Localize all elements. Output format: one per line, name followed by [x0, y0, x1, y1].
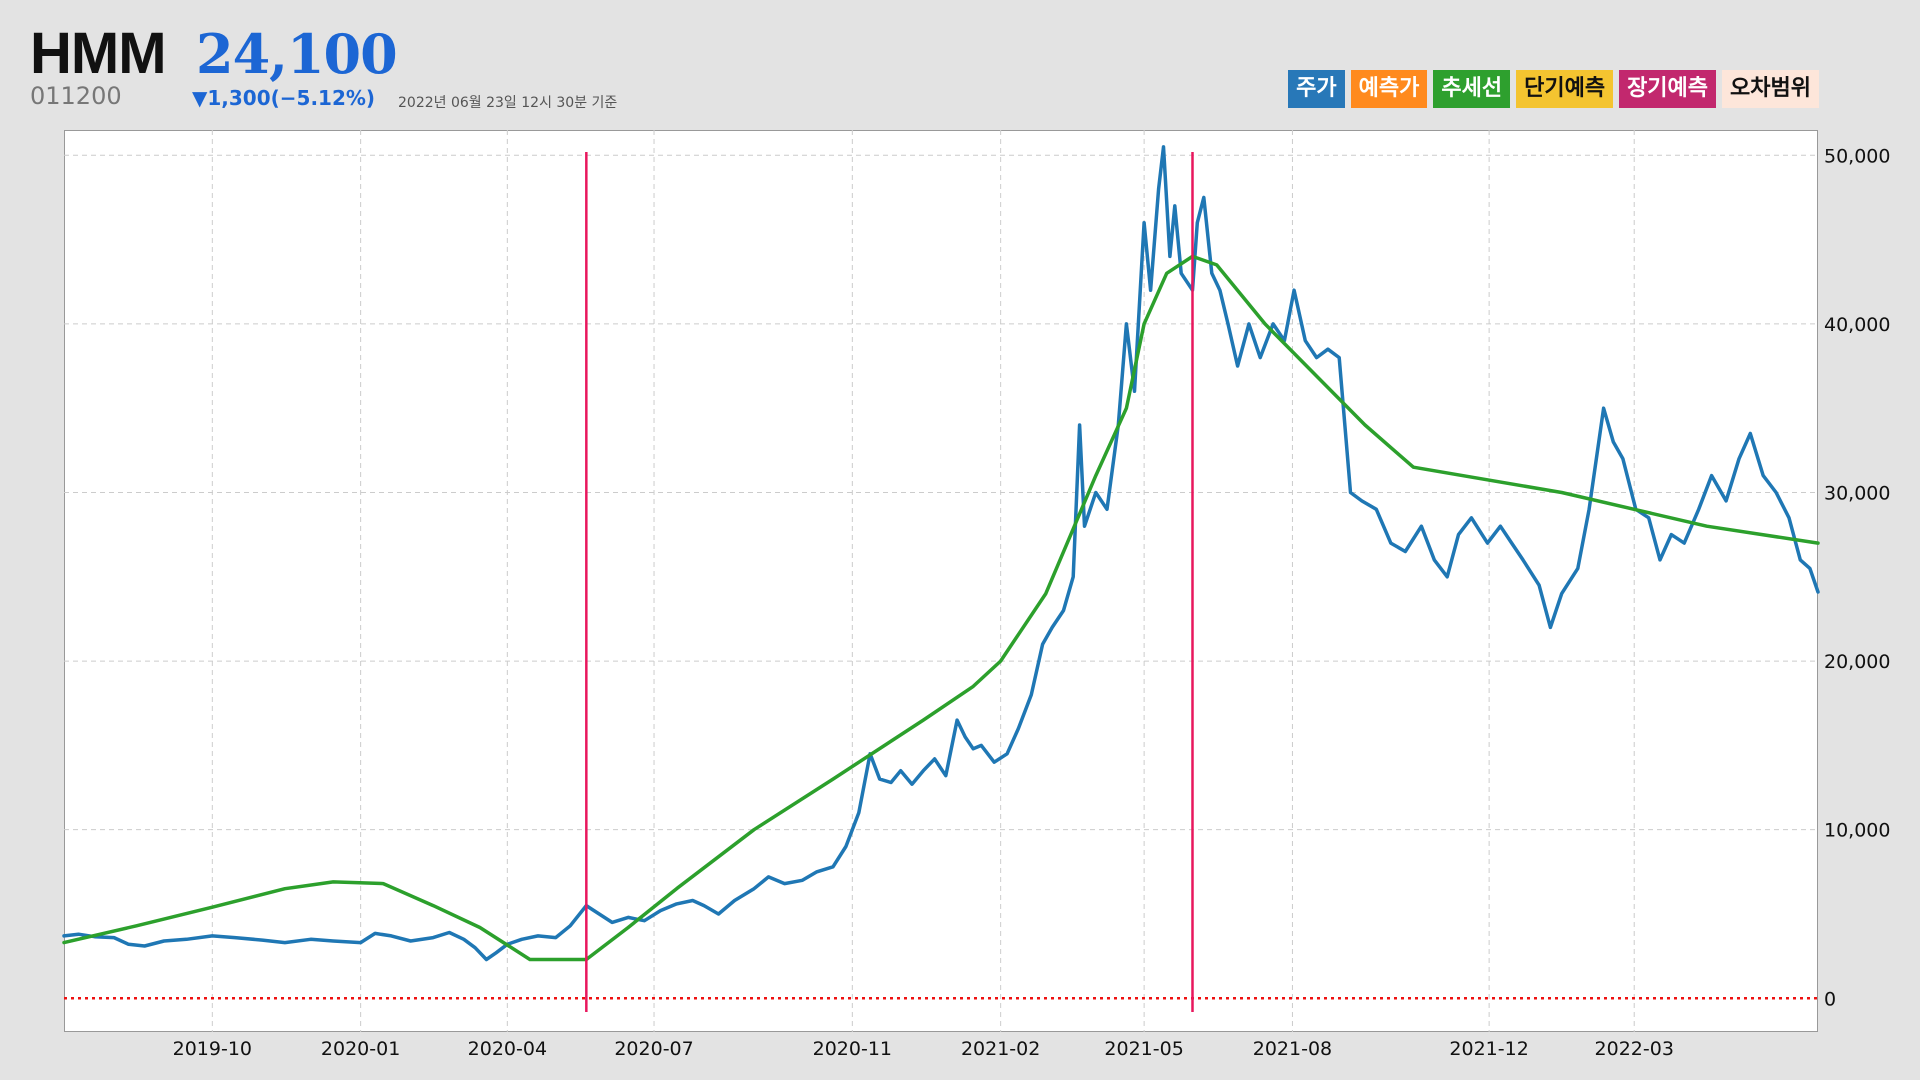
price-change: ▼1,300(−5.12%): [192, 86, 376, 110]
x-tick-label: 2021-12: [1449, 1038, 1528, 1060]
y-tick-label: 50,000: [1824, 145, 1890, 167]
legend-item-trendline[interactable]: 추세선: [1433, 70, 1511, 108]
timestamp: 2022년 06월 23일 12시 30분 기준: [398, 95, 618, 111]
legend-item-long-term[interactable]: 장기예측: [1619, 70, 1717, 108]
y-tick-label: 40,000: [1824, 314, 1890, 336]
stock-ticker: HMM: [30, 21, 167, 86]
x-tick-label: 2022-03: [1595, 1038, 1674, 1060]
y-tick-label: 20,000: [1824, 651, 1890, 673]
chart-legend: 주가 예측가 추세선 단기예측 장기예측 오차범위: [1288, 70, 1819, 108]
current-price: 24,100: [196, 22, 398, 86]
x-tick-label: 2020-01: [321, 1038, 400, 1060]
x-tick-label: 2021-08: [1253, 1038, 1332, 1060]
legend-item-forecast[interactable]: 예측가: [1350, 70, 1428, 108]
x-tick-label: 2021-05: [1104, 1038, 1183, 1060]
y-tick-label: 0: [1824, 988, 1836, 1010]
legend-item-short-term[interactable]: 단기예측: [1516, 70, 1614, 108]
stock-code: 011200: [30, 82, 122, 110]
trend-series-line: [62, 254, 1820, 962]
legend-item-price[interactable]: 주가: [1288, 70, 1345, 108]
legend-item-error-range[interactable]: 오차범위: [1722, 70, 1819, 108]
x-tick-label: 2020-07: [614, 1038, 693, 1060]
y-tick-label: 30,000: [1824, 482, 1890, 504]
x-tick-label: 2020-04: [468, 1038, 547, 1060]
x-tick-label: 2020-11: [813, 1038, 892, 1060]
x-tick-label: 2021-02: [961, 1038, 1040, 1060]
y-tick-label: 10,000: [1824, 820, 1890, 842]
price-series-line: [62, 145, 1820, 962]
x-tick-label: 2019-10: [173, 1038, 252, 1060]
